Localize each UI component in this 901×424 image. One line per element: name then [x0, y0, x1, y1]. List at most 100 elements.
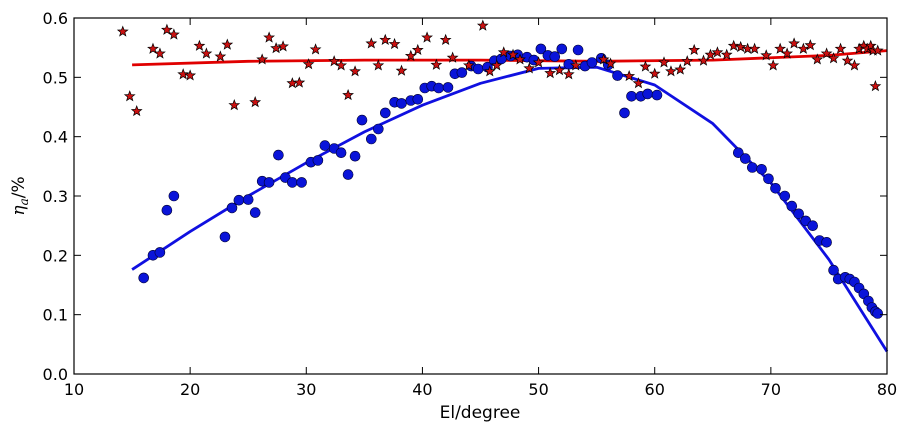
series-2-point-80 [827, 52, 840, 64]
series-1-point-7 [226, 202, 238, 214]
series-2-point-34 [411, 43, 424, 56]
series-2-point-27 [349, 65, 361, 77]
x-tick-label-40: 40 [412, 380, 432, 399]
series-2-point-37 [439, 33, 452, 45]
series-2-point-62 [688, 43, 701, 56]
series-2-point-74 [781, 47, 794, 59]
x-tick-label-50: 50 [528, 380, 548, 399]
series-1-point-34 [433, 82, 445, 94]
series-1-point-18 [312, 155, 324, 166]
series-2-point-81 [834, 42, 847, 54]
x-tick-label-60: 60 [645, 380, 665, 399]
series-2-point-64 [704, 48, 717, 60]
series-1-point-69 [779, 190, 791, 202]
series-2-point-4 [147, 42, 159, 54]
x-tick-label-30: 30 [296, 380, 316, 399]
series-1-point-67 [763, 173, 774, 185]
series-2-point-77 [804, 39, 817, 51]
y-axis-label: ηa/% [9, 176, 31, 215]
y-tick-label-0.3: 0.3 [43, 187, 68, 206]
series-2-point-48 [544, 66, 557, 79]
y-tick-label-0: 0.0 [43, 365, 68, 384]
series-2-point-52 [597, 53, 610, 65]
series-2-point-53 [604, 57, 617, 69]
y-tick-label-0.5: 0.5 [43, 68, 68, 87]
y-tick-label-0.1: 0.1 [43, 306, 68, 325]
series-1-point-70 [786, 200, 798, 212]
series-2-point-78 [811, 53, 824, 65]
series-2-point-87 [864, 39, 877, 51]
series-1-point-66 [756, 164, 767, 175]
series-2-point-60 [674, 63, 687, 75]
series-2-point-82 [841, 54, 854, 66]
series-2-point-5 [154, 47, 166, 59]
series-2-point-12 [214, 50, 227, 62]
series-2-point-3 [130, 104, 143, 117]
series-1-point-3 [154, 247, 166, 258]
series-1-point-5 [168, 190, 180, 202]
series-2-point-7 [167, 28, 180, 40]
series-1-point-15 [286, 177, 298, 188]
series-2-point-75 [788, 37, 800, 49]
series-2-point-14 [228, 99, 241, 111]
series-2-point-68 [734, 40, 747, 53]
series-2-point-2 [123, 90, 136, 102]
x-tick-label-10: 10 [64, 380, 84, 399]
series-1-point-25 [365, 133, 377, 145]
series-1-point-47 [535, 43, 547, 55]
series-2-point-32 [395, 64, 408, 76]
series-1-point-75 [821, 237, 832, 248]
series-1-point-64 [739, 153, 751, 164]
series-1-point-61 [642, 88, 654, 100]
series-2-point-29 [372, 59, 385, 71]
series-2-point-24 [328, 55, 341, 67]
series-2-point-23 [309, 43, 322, 55]
series-2-point-58 [658, 56, 670, 68]
series-2-point-44 [507, 48, 519, 60]
series-2-point-55 [632, 77, 645, 89]
y-axis-label-subscript: a [17, 198, 31, 205]
series-2-point-21 [293, 76, 306, 88]
series-2-point-38 [446, 51, 459, 63]
series-2-point-28 [365, 37, 378, 49]
series-2-point-59 [665, 65, 677, 77]
series-2-point-42 [490, 59, 503, 71]
series-1-point-52 [572, 44, 584, 56]
series-2-point-83 [848, 59, 861, 71]
series-1-point-6 [219, 231, 231, 243]
series-2-point-17 [263, 31, 276, 43]
series-1-point-13 [273, 149, 284, 161]
series-2-point-16 [256, 53, 269, 65]
series-2-point-47 [532, 56, 545, 68]
series-1-point-10 [249, 207, 261, 218]
series-1-point-4 [161, 204, 173, 216]
series-1-point-71 [793, 208, 805, 220]
series-2-point-8 [177, 68, 190, 80]
series-2-point-22 [302, 58, 315, 70]
series-1-point-49 [549, 51, 561, 62]
y-tick-label-0.2: 0.2 [43, 246, 68, 265]
series-1-point-23 [349, 150, 361, 162]
x-axis-label: El/degree [440, 403, 521, 423]
series-2-point-57 [648, 67, 661, 79]
series-2-point-13 [221, 38, 234, 50]
series-2-point-35 [421, 31, 433, 43]
series-1-point-24 [356, 114, 368, 126]
x-tick-label-70: 70 [761, 380, 781, 399]
series-2-point-39 [462, 59, 475, 71]
series-1-point-16 [296, 177, 307, 188]
series-1-point-8 [233, 194, 245, 206]
series-1-point-59 [626, 91, 637, 102]
series-2-point-54 [623, 69, 636, 82]
series-2-point-6 [161, 23, 173, 35]
series-2-point-70 [748, 42, 761, 54]
series-2-point-51 [569, 59, 582, 71]
y-tick-label-0.6: 0.6 [43, 9, 68, 28]
axis-ticks: 10 20 30 40 50 60 70 80 0.0 0.1 0.2 0.3 0.4 0.5 0.6 [43, 9, 898, 399]
series-1-point-12 [263, 177, 275, 188]
series-1-point-73 [807, 220, 819, 231]
series-2-point-89 [869, 80, 882, 92]
series-1-point-26 [372, 123, 384, 135]
y-tick-label-0.4: 0.4 [43, 128, 68, 147]
